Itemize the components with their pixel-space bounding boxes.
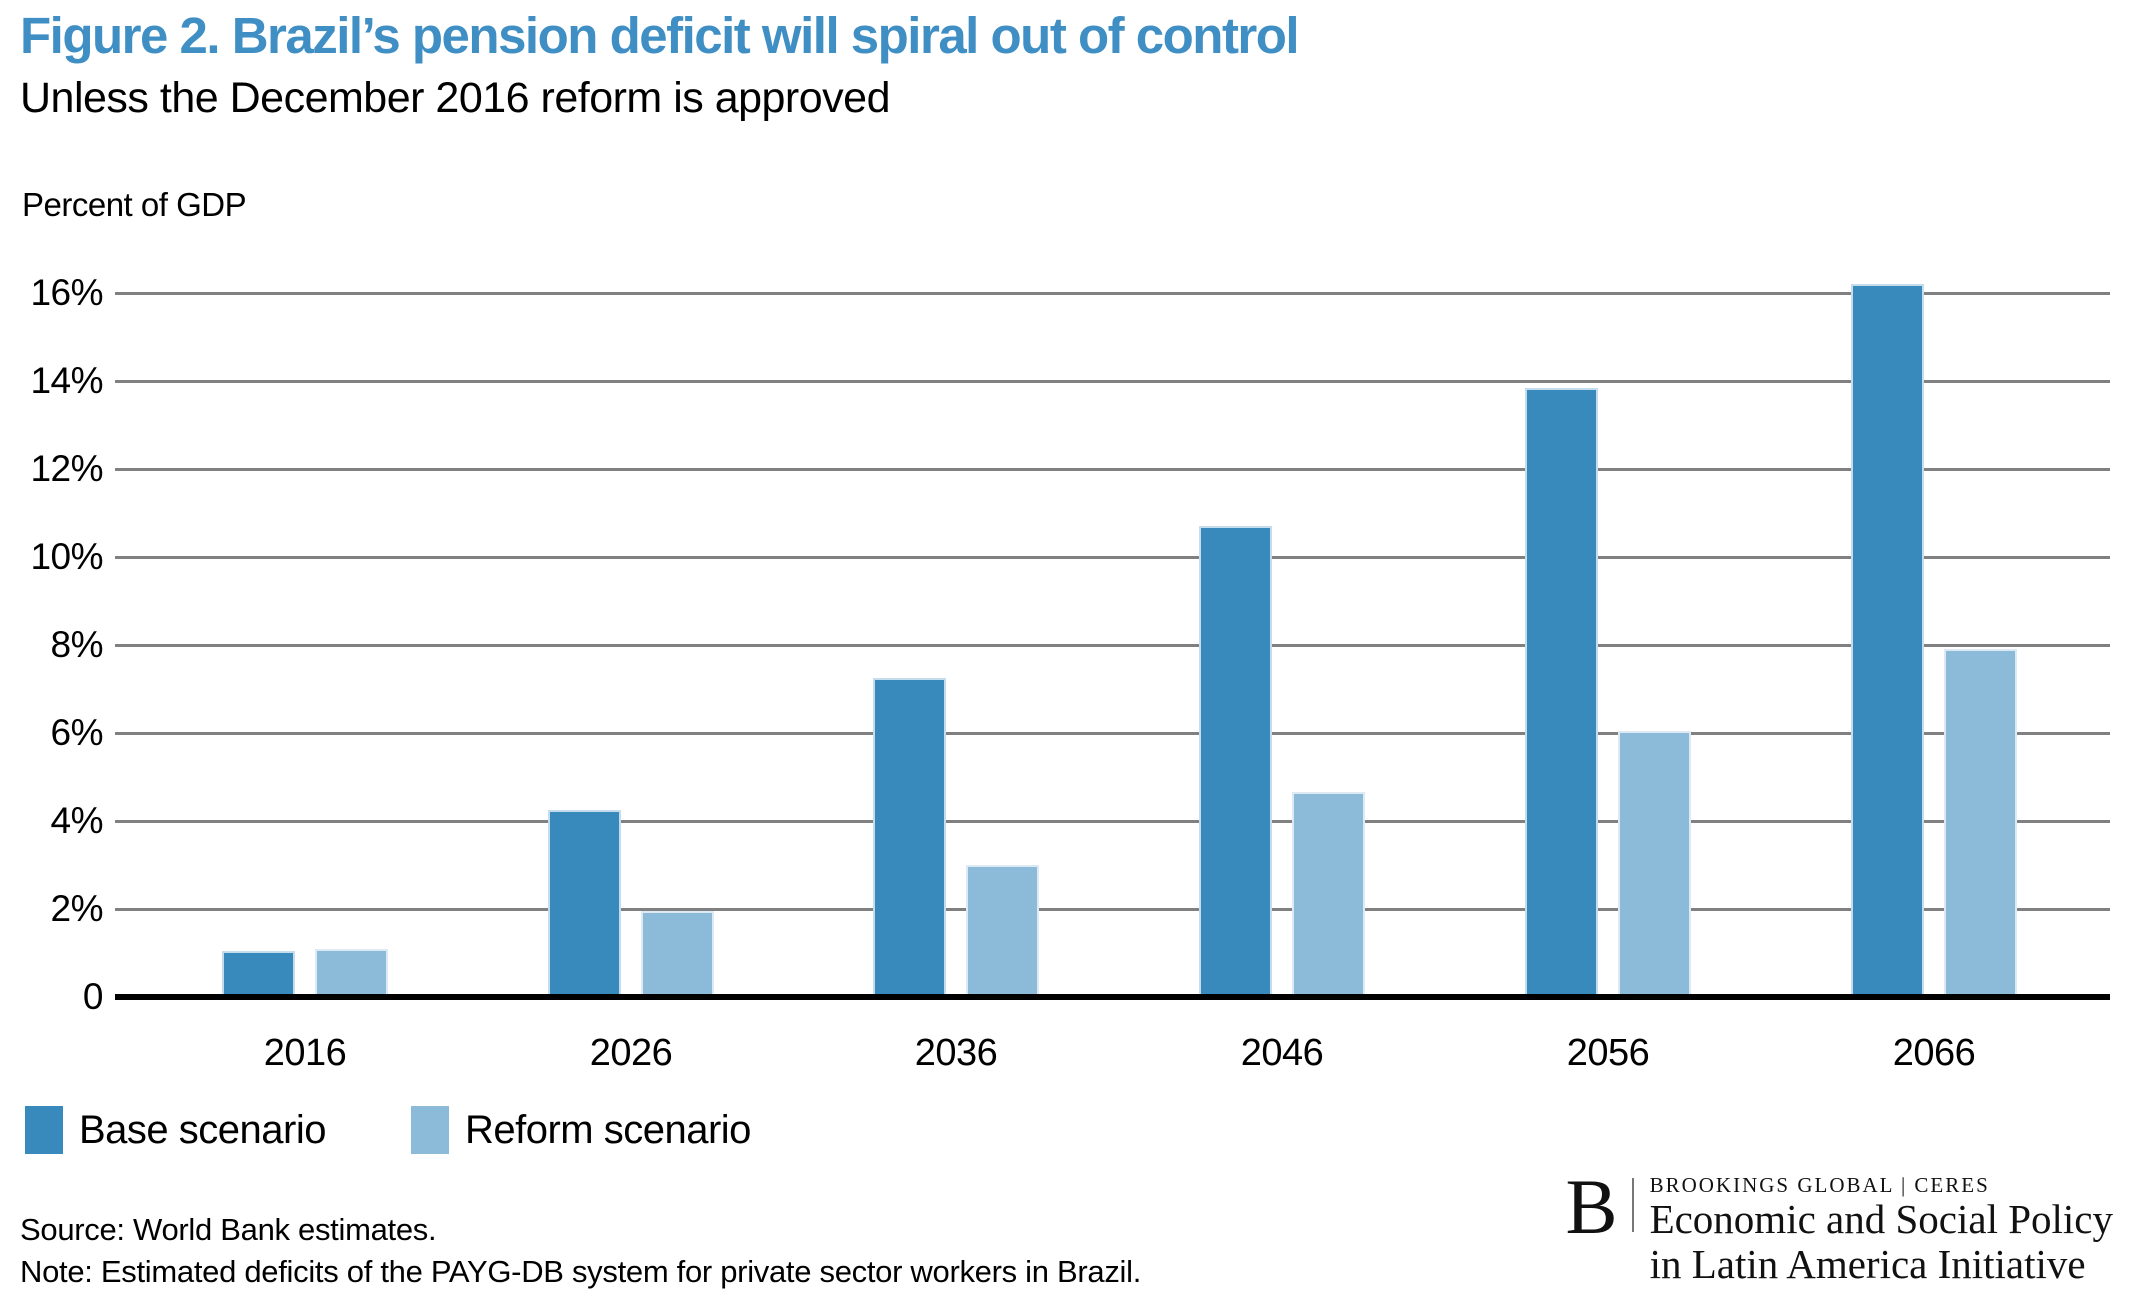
y-tick-label: 0 [82, 976, 104, 1017]
source-text: Source: World Bank estimates. [20, 1212, 437, 1247]
legend: Base scenario Reform scenario [25, 1106, 751, 1154]
legend-label-reform: Reform scenario [464, 1107, 751, 1152]
y-tick-label: 4% [50, 800, 104, 841]
bar-base-2056 [1525, 388, 1598, 997]
x-tick-label-2016: 2016 [263, 1032, 347, 1074]
bar-reform-2046 [1292, 792, 1365, 997]
brookings-logo-b: B [1565, 1163, 1618, 1250]
legend-item-reform: Reform scenario [410, 1106, 751, 1154]
bar-base-2026 [548, 810, 621, 997]
gridline-12 [115, 468, 2110, 471]
plot-area [115, 249, 2110, 1000]
brookings-logo-textblock: BROOKINGS GLOBAL | CERES Economic and So… [1650, 1170, 2113, 1285]
legend-swatch-base [25, 1106, 63, 1154]
bar-reform-2056 [1618, 731, 1691, 997]
bar-reform-2036 [966, 865, 1039, 997]
gridline-14 [115, 380, 2110, 383]
brookings-logo-line2: Economic and Social Policy [1649, 1196, 2113, 1243]
bar-base-2016 [222, 951, 295, 997]
y-tick-label: 6% [50, 712, 104, 753]
x-tick-label-2046: 2046 [1240, 1032, 1324, 1074]
y-axis-title: Percent of GDP [22, 186, 247, 223]
gridline-10 [115, 556, 2110, 559]
y-tick-label: 2% [50, 888, 104, 929]
brookings-logo-line3: in Latin America Initiative [1649, 1241, 2086, 1288]
y-tick-label: 10% [30, 536, 103, 577]
bar-base-2036 [873, 678, 946, 997]
brookings-logo-line1: BROOKINGS GLOBAL | CERES [1649, 1173, 1990, 1197]
gridline-2 [115, 908, 2110, 911]
y-tick-label: 16% [30, 272, 103, 313]
legend-swatch-reform [410, 1106, 449, 1154]
gridline-8 [115, 644, 2110, 647]
note-text: Note: Estimated deficits of the PAYG-DB … [20, 1254, 1142, 1289]
brookings-logo-divider [1631, 1178, 1634, 1232]
bar-base-2066 [1851, 284, 1924, 997]
y-tick-label: 8% [50, 624, 104, 665]
figure-title: Figure 2. Brazil’s pension deficit will … [20, 7, 1300, 64]
bar-base-2046 [1199, 526, 1272, 997]
gridline-4 [115, 820, 2110, 823]
gridline-6 [115, 732, 2110, 735]
x-tick-label-2066: 2066 [1892, 1032, 1976, 1074]
gridline-16 [115, 292, 2110, 295]
y-tick-label: 14% [30, 360, 103, 401]
bar-reform-2016 [315, 949, 388, 997]
legend-label-base: Base scenario [79, 1107, 326, 1152]
y-tick-label: 12% [30, 448, 103, 489]
legend-item-base: Base scenario [25, 1106, 326, 1154]
x-tick-label-2026: 2026 [589, 1032, 673, 1074]
bar-reform-2026 [641, 911, 714, 997]
figure-subtitle: Unless the December 2016 reform is appro… [20, 74, 891, 122]
x-tick-label-2036: 2036 [914, 1032, 998, 1074]
x-tick-label-2056: 2056 [1566, 1032, 1650, 1074]
bar-reform-2066 [1944, 649, 2017, 997]
x-axis-line [115, 994, 2110, 1000]
brookings-logo: B BROOKINGS GLOBAL | CERES Economic and … [1565, 1163, 2113, 1285]
